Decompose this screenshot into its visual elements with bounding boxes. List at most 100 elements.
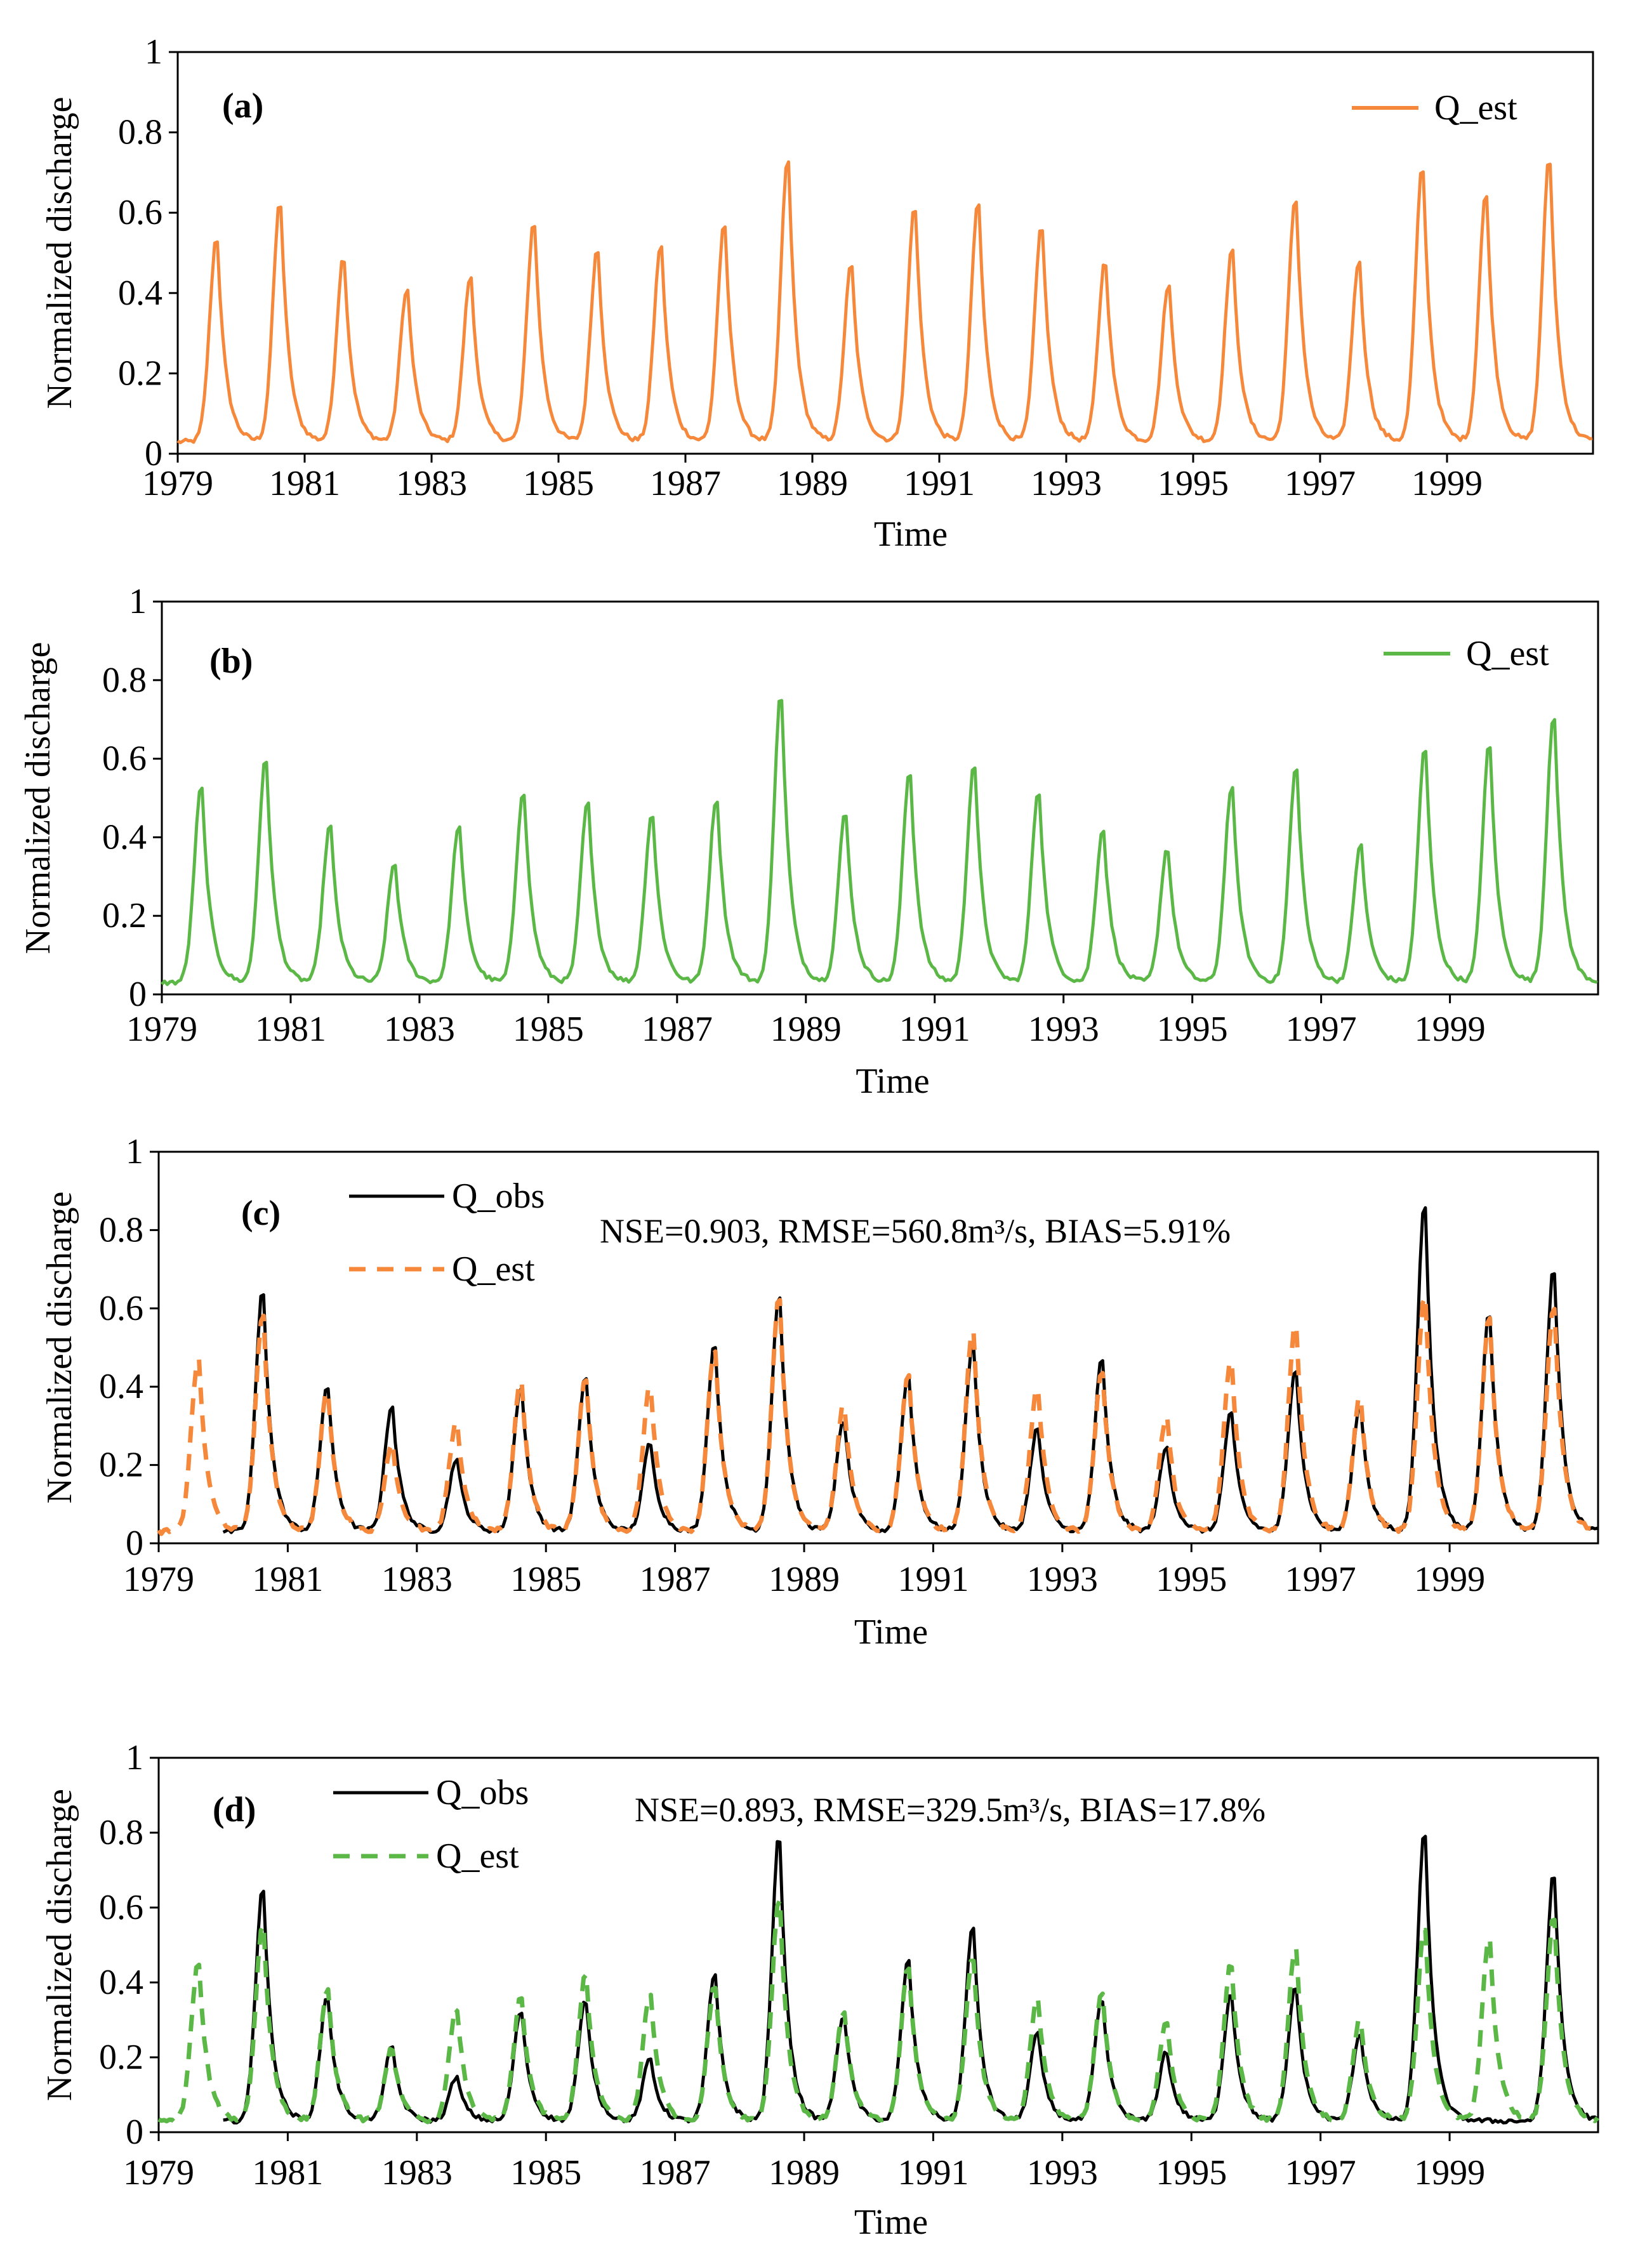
y-tick-label: 1 — [126, 1738, 143, 1777]
x-tick-label: 1997 — [1286, 1010, 1357, 1049]
chart-panel-d: 0 0.2 0.4 0.6 0.8 1 1979 1981 1983 1985 1987 1989 19… — [40, 1738, 1599, 2242]
x-tick-label: 1981 — [255, 1010, 326, 1049]
x-tick-label: 1991 — [897, 1560, 968, 1599]
x-axis-title: Time — [854, 2203, 928, 2242]
y-tick-label: 0.2 — [99, 1446, 143, 1485]
panel-label: (d) — [213, 1790, 256, 1830]
series-line-q-est — [176, 160, 1593, 444]
x-tick-label: 1993 — [1028, 1010, 1099, 1049]
chart-panel-c: 0 0.2 0.4 0.6 0.8 1 1979 1981 1983 1985 1987 1989 19… — [40, 1132, 1599, 1652]
legend-label: Q_est — [1434, 88, 1517, 128]
legend-label: Q_obs — [452, 1177, 545, 1216]
y-axis-title: Normalized discharge — [40, 1789, 79, 2101]
x-tick-label: 1981 — [252, 1560, 323, 1599]
series-line-q-obs — [223, 1835, 1599, 2125]
y-tick-label: 1 — [126, 1132, 143, 1171]
legend-label: Q_est — [452, 1249, 535, 1289]
y-tick-label: 0.8 — [118, 113, 162, 152]
x-tick-label: 1991 — [904, 464, 975, 503]
y-tick-label: 0.2 — [118, 353, 162, 393]
panel-label: (a) — [222, 86, 263, 126]
x-tick-label: 1997 — [1285, 2153, 1356, 2192]
x-tick-label: 1981 — [269, 464, 340, 503]
series-line-q-est — [161, 699, 1598, 986]
x-tick-label: 1999 — [1414, 1560, 1485, 1599]
x-tick-label: 1979 — [142, 464, 213, 503]
x-tick-label: 1997 — [1285, 1560, 1356, 1599]
y-tick-label: 0.8 — [99, 1210, 143, 1249]
y-axis-title: Normalized discharge — [18, 642, 58, 954]
x-tick-label: 1995 — [1156, 1560, 1227, 1599]
x-tick-label: 1989 — [769, 1560, 840, 1599]
y-tick-label: 0.2 — [102, 896, 147, 935]
y-tick-label: 0.6 — [99, 1289, 143, 1328]
y-tick-label: 0.6 — [99, 1888, 143, 1927]
x-tick-label: 1985 — [510, 1560, 581, 1599]
x-tick-label: 1995 — [1156, 2153, 1227, 2192]
x-tick-label: 1989 — [769, 2153, 840, 2192]
y-tick-label: 0.4 — [99, 1367, 143, 1406]
series-line-q-obs — [222, 1206, 1598, 1534]
y-tick-label: 0.4 — [118, 274, 162, 313]
x-tick-label: 1987 — [650, 464, 721, 503]
x-tick-label: 1985 — [523, 464, 594, 503]
legend-label: Q_est — [1466, 634, 1549, 673]
chart-panel-b: 0 0.2 0.4 0.6 0.8 1 1979 1981 1983 1985 1987 1989 19… — [18, 582, 1599, 1101]
y-tick-label: 0 — [126, 2113, 143, 2152]
x-tick-label: 1999 — [1415, 1010, 1486, 1049]
y-tick-label: 0.2 — [99, 2038, 143, 2077]
x-tick-label: 1989 — [770, 1010, 842, 1049]
y-tick-label: 1 — [145, 32, 162, 72]
y-tick-label: 0 — [145, 434, 162, 473]
series-line-q-est — [157, 1295, 1599, 1536]
y-tick-label: 0.6 — [102, 739, 147, 779]
y-tick-label: 0 — [126, 1524, 143, 1563]
x-tick-label: 1985 — [513, 1010, 584, 1049]
legend-label: Q_est — [436, 1836, 519, 1876]
x-axis-title: Time — [874, 515, 948, 554]
plot-frame — [176, 51, 1594, 455]
panel-label: (b) — [209, 642, 253, 681]
x-tick-label: 1993 — [1031, 464, 1102, 503]
metrics-annotation: NSE=0.903, RMSE=560.8m³/s, BIAS=5.91% — [600, 1212, 1231, 1250]
x-tick-label: 1983 — [381, 1560, 453, 1599]
x-tick-label: 1999 — [1411, 464, 1483, 503]
y-tick-label: 1 — [129, 582, 147, 621]
x-tick-label: 1987 — [642, 1010, 713, 1049]
x-tick-label: 1979 — [123, 1560, 194, 1599]
x-tick-label: 1991 — [897, 2153, 968, 2192]
x-tick-label: 1983 — [384, 1010, 455, 1049]
x-axis-title: Time — [856, 1062, 929, 1101]
x-tick-label: 1995 — [1158, 464, 1229, 503]
y-axis-title: Normalized discharge — [40, 97, 79, 409]
x-tick-label: 1981 — [252, 2153, 323, 2192]
x-tick-label: 1979 — [123, 2153, 194, 2192]
x-tick-label: 1979 — [126, 1010, 197, 1049]
plot-frame — [157, 1150, 1599, 1545]
plot-frame — [157, 1757, 1599, 2133]
chart-panel-a: 0 0.2 0.4 0.6 0.8 1 1979 1981 1983 1985 1987 1989 19… — [40, 32, 1594, 554]
x-tick-label: 1987 — [640, 1560, 711, 1599]
metrics-annotation: NSE=0.893, RMSE=329.5m³/s, BIAS=17.8% — [635, 1791, 1266, 1829]
x-tick-label: 1997 — [1285, 464, 1356, 503]
x-tick-label: 1999 — [1414, 2153, 1485, 2192]
y-tick-label: 0.8 — [99, 1813, 143, 1852]
y-tick-label: 0.4 — [102, 817, 147, 857]
y-tick-label: 0.6 — [118, 193, 162, 232]
legend-label: Q_obs — [436, 1773, 529, 1812]
x-tick-label: 1989 — [777, 464, 848, 503]
y-tick-label: 0 — [129, 975, 147, 1014]
x-tick-label: 1995 — [1157, 1010, 1228, 1049]
panel-label: (c) — [241, 1194, 281, 1233]
x-tick-label: 1993 — [1027, 2153, 1098, 2192]
plot-frame — [161, 600, 1599, 996]
x-tick-label: 1985 — [510, 2153, 581, 2192]
y-tick-label: 0.8 — [102, 661, 147, 700]
x-axis-title: Time — [854, 1612, 928, 1652]
y-axis-title: Normalized discharge — [40, 1192, 79, 1504]
x-tick-label: 1983 — [381, 2153, 453, 2192]
x-tick-label: 1987 — [640, 2153, 711, 2192]
x-tick-label: 1993 — [1027, 1560, 1098, 1599]
x-tick-label: 1983 — [396, 464, 467, 503]
